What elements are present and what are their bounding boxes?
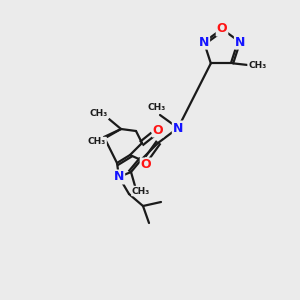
Text: O: O xyxy=(217,22,227,35)
Text: CH₃: CH₃ xyxy=(248,61,266,70)
Text: N: N xyxy=(235,36,245,49)
Text: N: N xyxy=(173,122,183,134)
Text: CH₃: CH₃ xyxy=(132,187,150,196)
Text: O: O xyxy=(153,124,163,136)
Text: O: O xyxy=(141,158,151,172)
Text: CH₃: CH₃ xyxy=(90,110,108,118)
Text: N: N xyxy=(199,36,209,49)
Text: N: N xyxy=(114,170,124,184)
Text: CH₃: CH₃ xyxy=(148,103,166,112)
Text: CH₃: CH₃ xyxy=(88,137,106,146)
